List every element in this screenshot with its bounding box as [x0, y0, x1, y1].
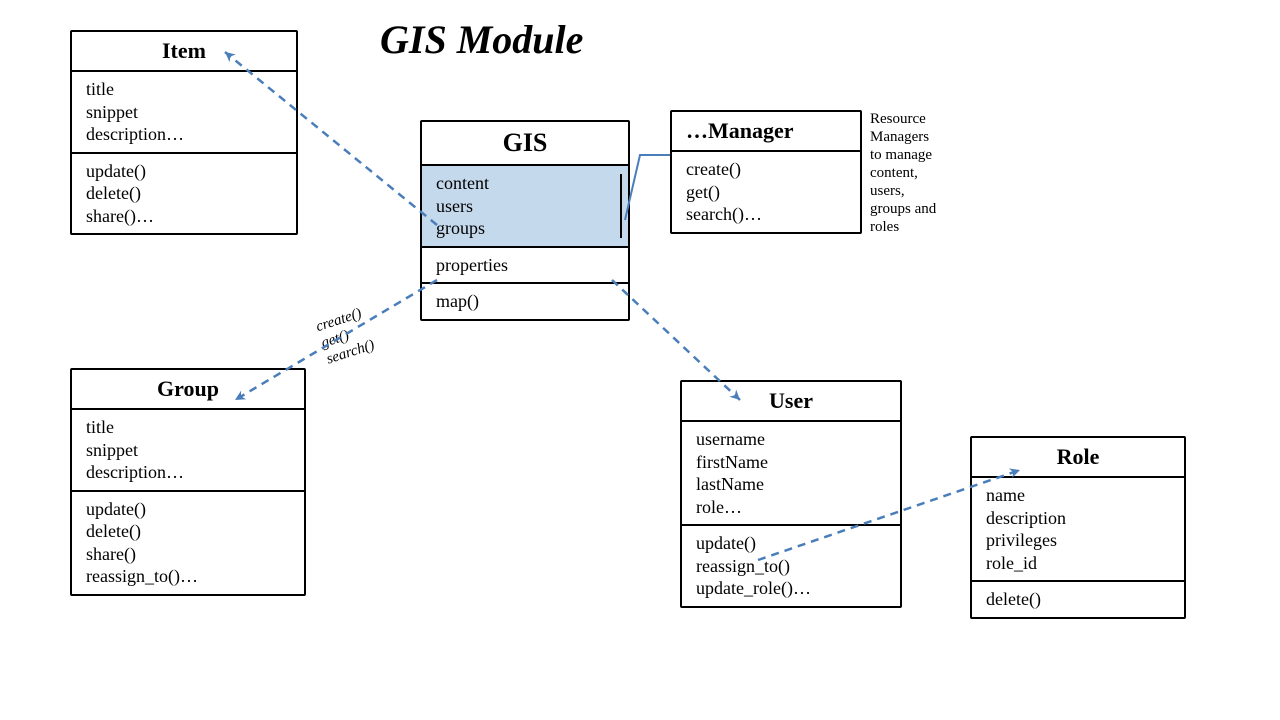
class-user-header: User [682, 382, 900, 422]
class-gis-props: properties [422, 248, 628, 285]
class-group-methods: update() delete() share() reassign_to()… [72, 492, 304, 594]
edge-gis-manager [625, 155, 670, 220]
class-user: User username firstName lastName role… u… [680, 380, 902, 608]
class-user-attrs: username firstName lastName role… [682, 422, 900, 526]
class-item-attrs: title snippet description… [72, 72, 296, 154]
class-item: Item title snippet description… update()… [70, 30, 298, 235]
edge-label-group: create() get() search() [314, 305, 377, 369]
class-manager: …Manager create() get() search()… [670, 110, 862, 234]
manager-annotation: Resource Managers to manage content, use… [870, 110, 1000, 236]
class-gis-managers: content users groups [422, 166, 628, 248]
class-role-methods: delete() [972, 582, 1184, 617]
class-gis-methods: map() [422, 284, 628, 319]
class-group: Group title snippet description… update(… [70, 368, 306, 596]
class-user-methods: update() reassign_to() update_role()… [682, 526, 900, 606]
class-item-methods: update() delete() share()… [72, 154, 296, 234]
class-gis: GIS content users groups properties map(… [420, 120, 630, 321]
class-item-header: Item [72, 32, 296, 72]
class-manager-methods: create() get() search()… [672, 152, 860, 232]
class-gis-header: GIS [422, 122, 628, 166]
class-group-header: Group [72, 370, 304, 410]
class-group-attrs: title snippet description… [72, 410, 304, 492]
class-manager-header: …Manager [672, 112, 860, 152]
class-role-header: Role [972, 438, 1184, 478]
diagram-title: GIS Module [380, 16, 583, 63]
class-role: Role name description privileges role_id… [970, 436, 1186, 619]
class-role-attrs: name description privileges role_id [972, 478, 1184, 582]
